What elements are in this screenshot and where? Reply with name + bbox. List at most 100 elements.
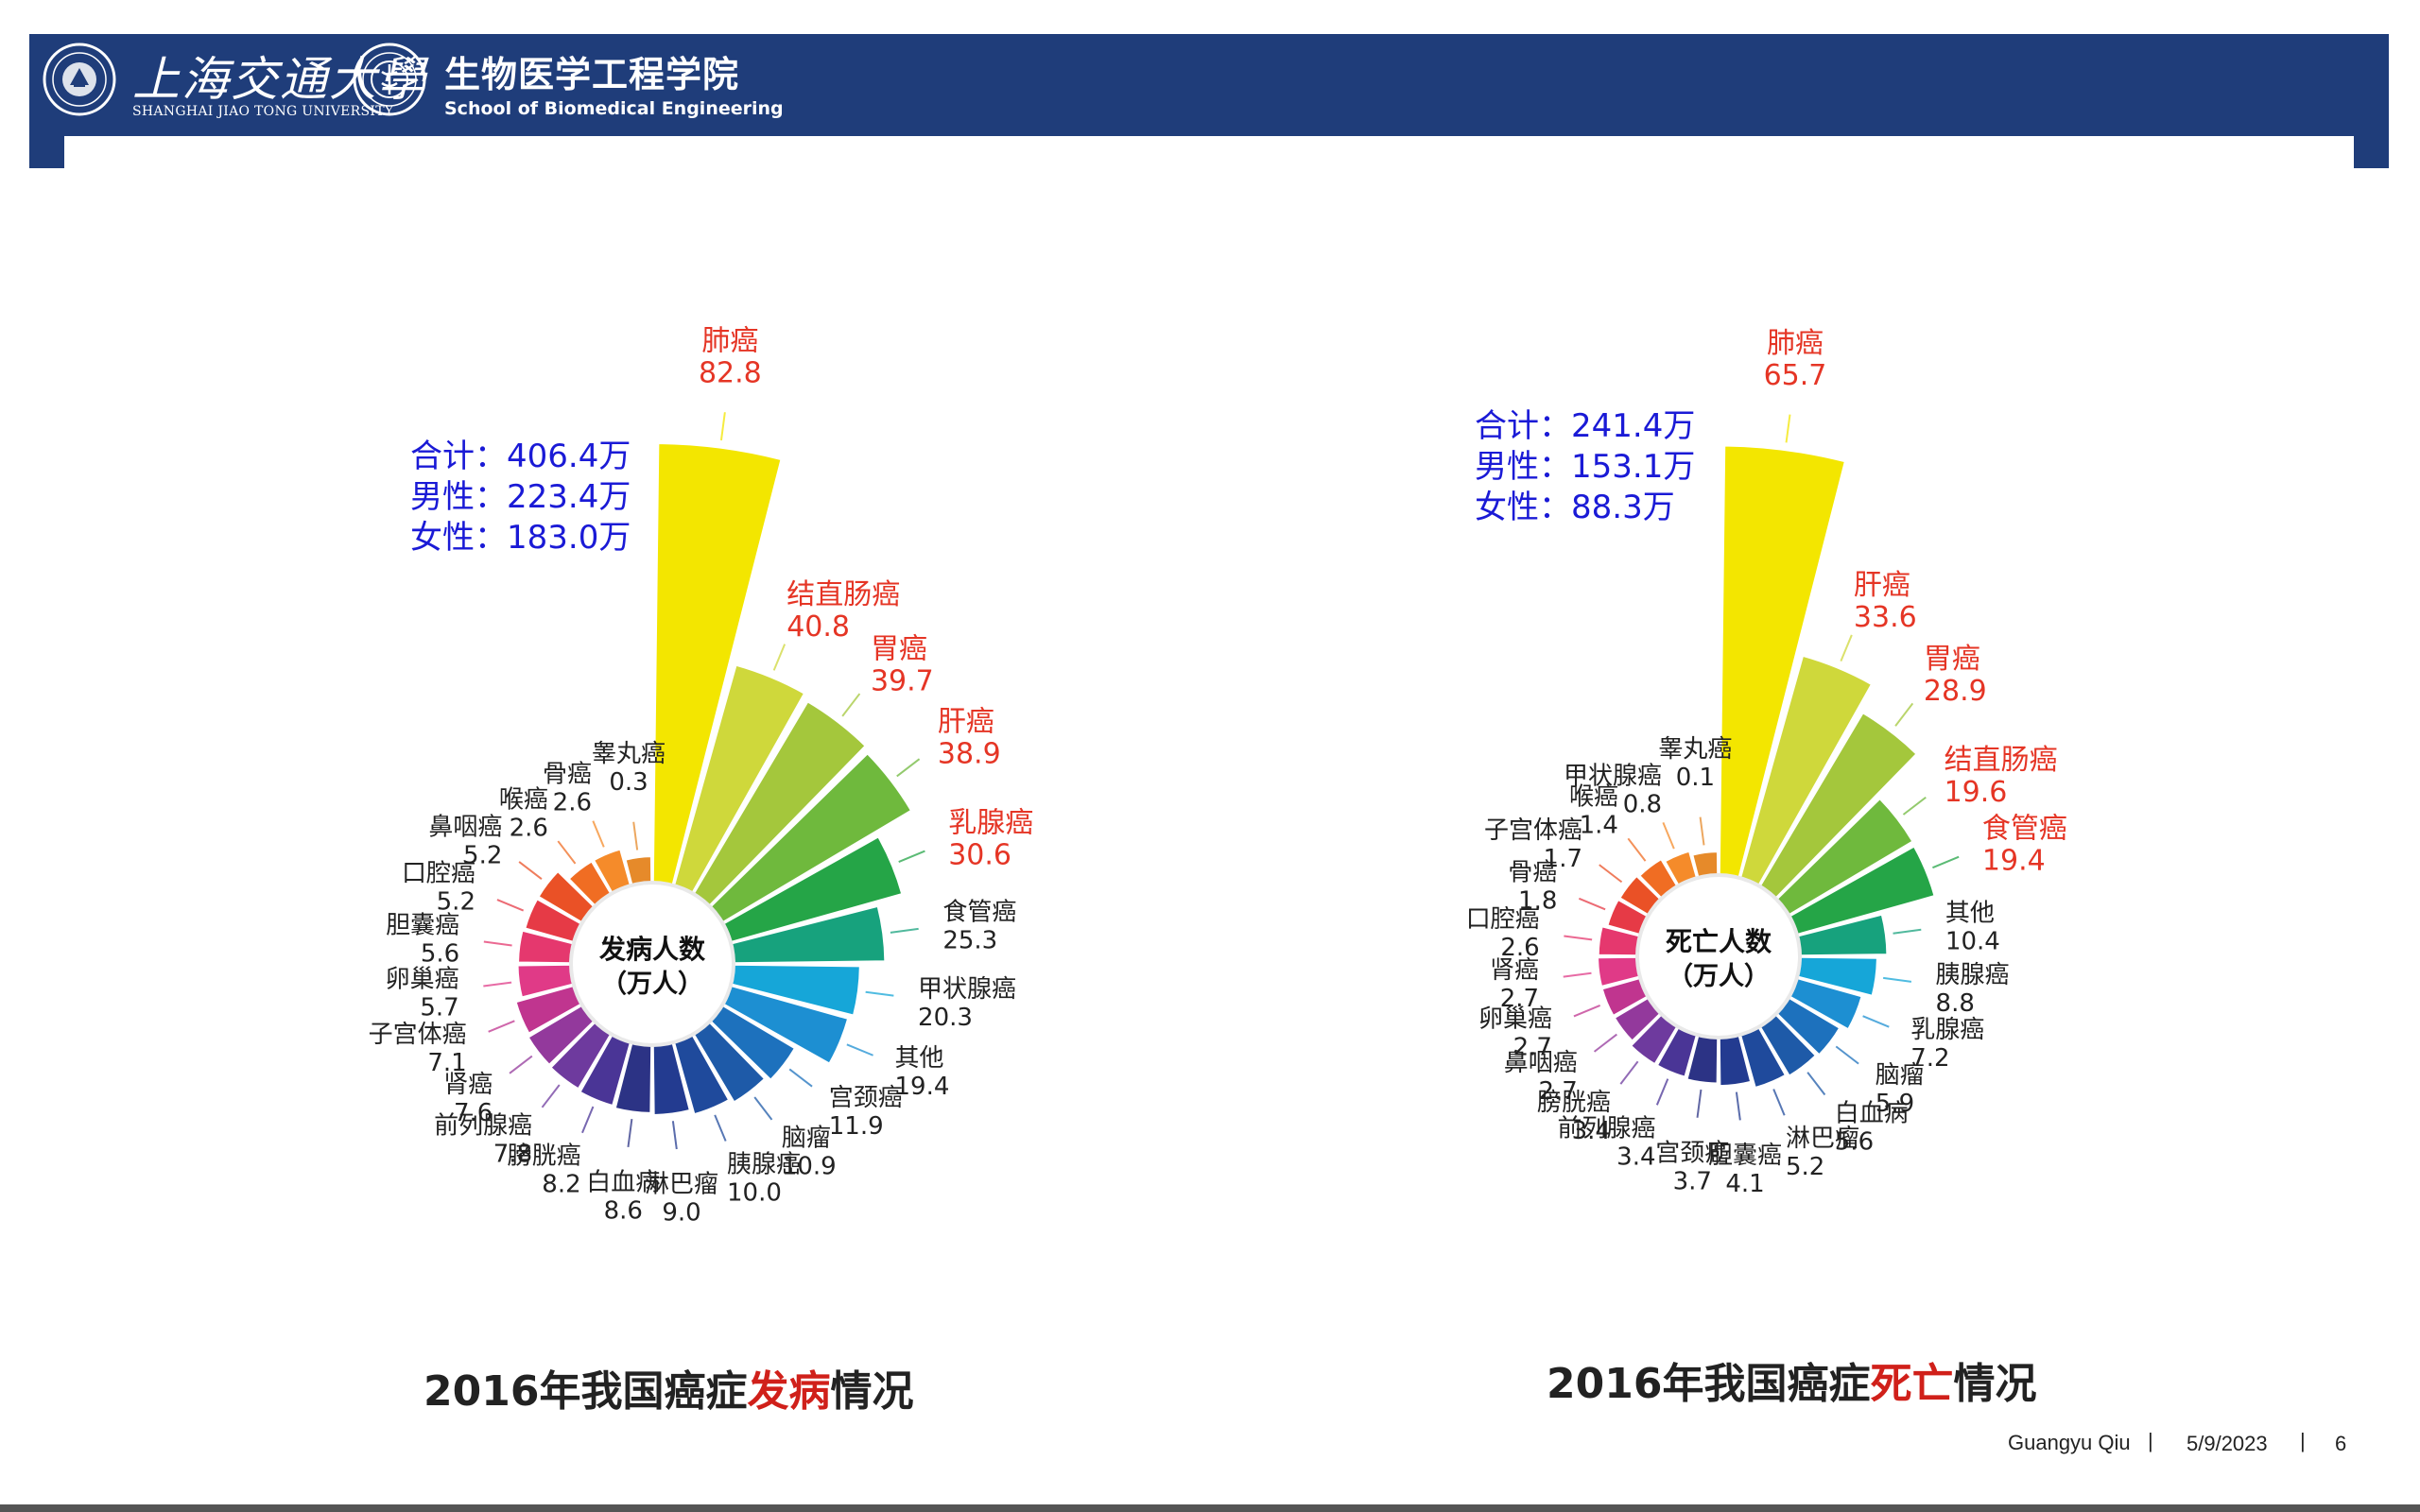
leader-line bbox=[496, 899, 525, 912]
chart-title-mortality-suffix: 情况 bbox=[1953, 1360, 2037, 1408]
category-label: 肾癌 bbox=[443, 1071, 493, 1099]
university-name-en: SHANGHAI JIAO TONG UNIVERSITY bbox=[132, 104, 394, 119]
value-label: 0.1 bbox=[1676, 764, 1715, 792]
value-label: 1.4 bbox=[1580, 812, 1618, 840]
value-label: 2.7 bbox=[1513, 1034, 1552, 1062]
leader-line bbox=[1785, 414, 1791, 443]
leader-line bbox=[541, 1084, 561, 1108]
value-label: 3.4 bbox=[1616, 1143, 1655, 1171]
value-label: 7.8 bbox=[493, 1141, 532, 1169]
leader-line bbox=[865, 990, 894, 997]
leader-line bbox=[1573, 1005, 1601, 1018]
summary-line: 女性：88.3万 bbox=[1475, 489, 1675, 526]
category-label: 淋巴瘤 bbox=[645, 1171, 718, 1199]
value-label: 39.7 bbox=[871, 665, 934, 698]
summary-line: 男性：223.4万 bbox=[410, 478, 631, 516]
category-label: 口腔癌 bbox=[402, 860, 475, 888]
value-label: 5.6 bbox=[1835, 1127, 1874, 1156]
category-label: 喉癌 bbox=[1569, 783, 1618, 812]
category-label: 鼻咽癌 bbox=[428, 814, 502, 842]
leader-line bbox=[898, 850, 925, 863]
school-name-cn: 生物医学工程学院 bbox=[444, 54, 740, 95]
value-label: 20.3 bbox=[918, 1004, 973, 1032]
value-label: 28.9 bbox=[1924, 675, 1987, 708]
leader-line bbox=[1735, 1091, 1741, 1121]
value-label: 3.4 bbox=[1572, 1117, 1611, 1145]
value-label: 5.2 bbox=[437, 888, 475, 917]
category-label: 结直肠癌 bbox=[1945, 744, 2058, 777]
university-name-cn: 上海交通大學 bbox=[132, 52, 427, 107]
value-label: 8.8 bbox=[1936, 989, 1975, 1018]
value-label: 19.6 bbox=[1945, 776, 2008, 809]
category-label: 食管癌 bbox=[1982, 813, 2067, 846]
value-label: 7.2 bbox=[1910, 1044, 1949, 1073]
chart-title-incidence: 2016年我国癌症发病情况 bbox=[424, 1357, 913, 1418]
chart-title-incidence-suffix: 情况 bbox=[830, 1367, 914, 1416]
leader-line bbox=[714, 1114, 727, 1142]
chart-title-incidence-highlight: 发病 bbox=[747, 1367, 831, 1416]
value-label: 10.4 bbox=[1945, 928, 2000, 956]
category-label: 肺癌 bbox=[701, 325, 758, 358]
value-label: 1.7 bbox=[1544, 845, 1582, 873]
category-label: 淋巴瘤 bbox=[1786, 1125, 1859, 1153]
chart-title-incidence-prefix: 2016年我国癌症 bbox=[424, 1367, 748, 1416]
leader-line bbox=[1619, 1060, 1639, 1085]
category-label: 骨癌 bbox=[543, 761, 592, 789]
category-label: 甲状腺癌 bbox=[918, 975, 1016, 1004]
value-label: 3.7 bbox=[1673, 1167, 1712, 1195]
bottom-bar bbox=[0, 1504, 2420, 1512]
value-label: 8.2 bbox=[542, 1171, 580, 1199]
value-label: 0.3 bbox=[609, 768, 648, 797]
leader-line bbox=[896, 758, 921, 778]
category-label: 脑瘤 bbox=[1876, 1061, 1925, 1090]
value-label: 19.4 bbox=[1982, 845, 2046, 878]
value-label: 2.6 bbox=[1500, 934, 1539, 962]
value-label: 2.7 bbox=[1500, 985, 1539, 1013]
school-name-en: School of Biomedical Engineering bbox=[444, 98, 784, 119]
footer-date: 5/9/2023 bbox=[2187, 1432, 2268, 1455]
leader-line bbox=[1627, 837, 1647, 862]
category-label: 甲状腺癌 bbox=[1564, 762, 1662, 790]
category-label: 胃癌 bbox=[871, 633, 927, 666]
center-label: 发病人数 bbox=[598, 934, 706, 965]
category-label: 卵巢癌 bbox=[386, 966, 459, 994]
value-label: 8.6 bbox=[604, 1197, 643, 1226]
leader-line bbox=[1564, 935, 1593, 941]
category-label: 脑瘤 bbox=[782, 1125, 831, 1153]
category-label: 宫颈癌 bbox=[1655, 1139, 1729, 1167]
value-label: 40.8 bbox=[786, 610, 850, 644]
leader-line bbox=[1696, 1089, 1703, 1118]
leader-line bbox=[632, 821, 639, 850]
leader-line bbox=[719, 412, 726, 441]
value-label: 5.6 bbox=[421, 939, 459, 968]
center-hole bbox=[573, 885, 732, 1043]
category-label: 膀胱癌 bbox=[508, 1143, 581, 1171]
leader-line bbox=[1883, 976, 1912, 983]
category-label: 子宫体癌 bbox=[369, 1021, 467, 1049]
leader-line bbox=[753, 1096, 773, 1121]
leader-line bbox=[592, 820, 605, 848]
leader-line bbox=[846, 1043, 873, 1057]
leader-line bbox=[1840, 634, 1853, 662]
leader-line bbox=[1835, 1045, 1859, 1065]
leader-line bbox=[772, 644, 786, 671]
center-label-unit: （万人） bbox=[601, 970, 703, 999]
chart-title-mortality: 2016年我国癌症死亡情况 bbox=[1547, 1349, 2036, 1410]
leader-line bbox=[518, 861, 543, 880]
leader-line bbox=[483, 981, 512, 988]
chart-title-mortality-prefix: 2016年我国癌症 bbox=[1547, 1360, 1871, 1408]
category-label: 鼻咽癌 bbox=[1504, 1049, 1578, 1077]
value-label: 5.7 bbox=[420, 994, 458, 1022]
value-label: 4.1 bbox=[1725, 1170, 1764, 1198]
value-label: 65.7 bbox=[1764, 359, 1827, 392]
value-label: 33.6 bbox=[1854, 601, 1917, 634]
value-label: 7.1 bbox=[427, 1049, 466, 1077]
value-label: 19.4 bbox=[895, 1073, 950, 1101]
leader-line bbox=[671, 1121, 678, 1150]
footer-separator: | bbox=[2300, 1429, 2306, 1452]
leader-line bbox=[1593, 1033, 1617, 1053]
summary-line: 女性：183.0万 bbox=[410, 519, 631, 557]
category-label: 胆囊癌 bbox=[1708, 1142, 1782, 1170]
